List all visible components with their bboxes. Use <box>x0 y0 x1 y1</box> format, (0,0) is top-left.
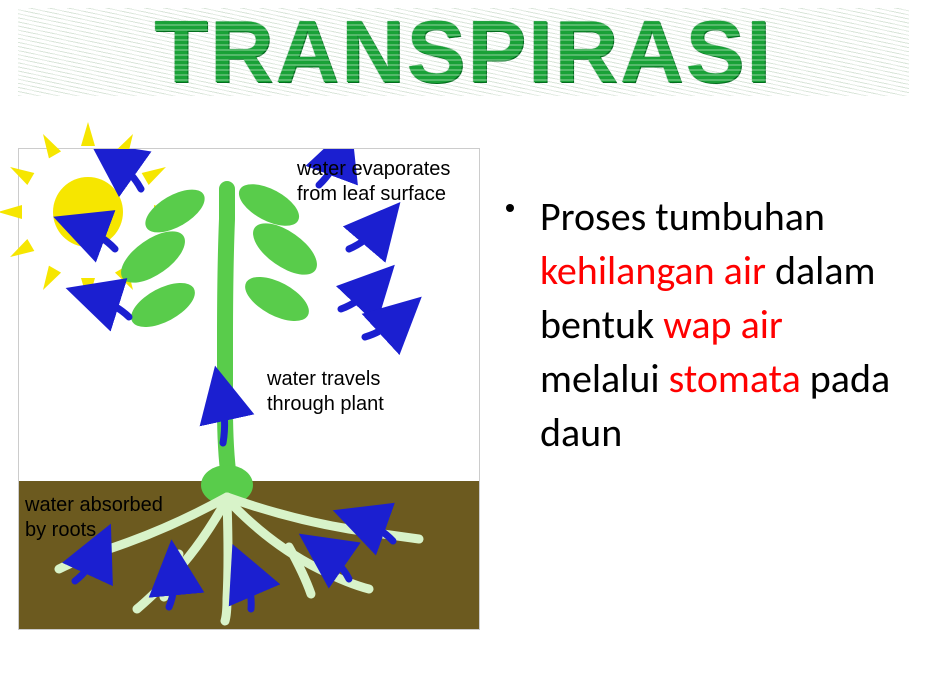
transpiration-diagram: water evaporatesfrom leaf surface water … <box>18 148 480 630</box>
label-travels: water travelsthrough plant <box>267 367 384 417</box>
label-absorbed: water absorbedby roots <box>25 493 163 543</box>
bullet-description: Proses tumbuhan kehilangan air dalam ben… <box>510 190 907 460</box>
bullet-dot-icon <box>506 204 514 212</box>
page-title: TRANSPIRASI <box>18 8 909 96</box>
plant-graphic <box>19 149 481 631</box>
bullet-text: Proses tumbuhan kehilangan air dalam ben… <box>510 190 907 460</box>
label-evaporates: water evaporatesfrom leaf surface <box>297 157 450 207</box>
